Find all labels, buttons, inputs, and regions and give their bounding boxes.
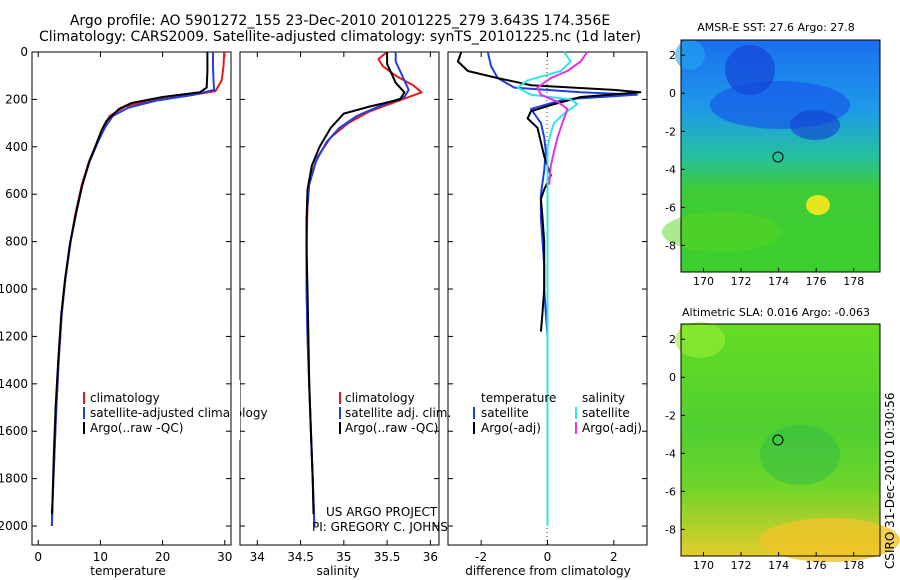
map-y-tick-label: -6: [665, 485, 676, 498]
sst-warm-patch: [790, 110, 840, 140]
map-x-tick-label: 172: [731, 559, 752, 572]
x-tick-label: 2: [610, 550, 618, 564]
legend-label-temp-argo: Argo(-adj): [481, 421, 541, 435]
y-tick-label: 2000: [0, 519, 28, 533]
y-tick-label: 1600: [0, 424, 28, 438]
legend-label-sal-satellite: satellite: [582, 406, 630, 420]
project-label: US ARGO PROJECT: [326, 505, 438, 519]
sst-warm-patch: [725, 45, 775, 95]
difference-panel: -2 0 2 difference from climatology: [447, 51, 648, 578]
legend-label-argo: Argo(..raw -QC): [345, 421, 438, 435]
legend-label-argo: Argo(..raw -QC): [90, 421, 183, 435]
y-tick-label: 800: [5, 235, 28, 249]
series-line-argo-raw-qc-: [50, 52, 209, 515]
sst-green-patch: [662, 212, 782, 252]
y-tick-label: 400: [5, 140, 28, 154]
salinity-panel: 34 34.5 35 35.5 36 salinity US ARGO PROJECT …: [239, 51, 466, 578]
x-tick-label: 36: [423, 550, 438, 564]
map-y-tick-label: -8: [665, 523, 676, 536]
series-line-temperature-argo-adj-: [456, 51, 642, 332]
sla-field: [681, 324, 880, 556]
map-y-tick-label: 0: [669, 371, 676, 384]
map-y-tick-label: -8: [665, 239, 676, 252]
pi-label: PI: GREGORY C. JOHNSON: [312, 520, 466, 534]
map-y-tick-label: -2: [665, 409, 676, 422]
x-tick-label: 34.5: [287, 550, 314, 564]
map-x-tick-label: 174: [768, 275, 789, 288]
sla-argo-position-marker: [772, 434, 784, 446]
y-tick-label: 0: [20, 45, 28, 59]
legend-label-climatology: climatology: [345, 391, 415, 405]
map-y-tick-label: -4: [665, 447, 676, 460]
x-tick-label: 10: [93, 550, 108, 564]
sla-map-title: Altimetric SLA: 0.016 Argo: -0.063: [682, 306, 870, 319]
x-tick-label: 0: [34, 550, 42, 564]
y-tick-label: 600: [5, 187, 28, 201]
map-y-tick-label: -2: [665, 125, 676, 138]
legend-label-climatology: climatology: [90, 391, 160, 405]
map-y-tick-label: 0: [669, 87, 676, 100]
map-y-tick-label: 2: [669, 49, 676, 62]
x-tick-label: 34: [250, 550, 265, 564]
sla-high-patch: [675, 322, 725, 358]
legend-label-sal-argo: Argo(-adj): [582, 421, 642, 435]
map-x-tick-label: 178: [843, 275, 864, 288]
sst-argo-position-marker: [772, 151, 784, 163]
temperature-plot-frame: [31, 51, 232, 546]
sst-yellow-patch: [806, 195, 830, 215]
temperature-axis-label: temperature: [90, 564, 165, 578]
x-tick-label: 35.5: [374, 550, 401, 564]
map-x-tick-label: 178: [843, 559, 864, 572]
sst-map-title: AMSR-E SST: 27.6 Argo: 27.8: [697, 21, 855, 34]
series-line-salinity-argo-adj-: [536, 51, 589, 185]
salinity-plot-frame: [239, 51, 440, 546]
sst-cool-patch: [675, 40, 705, 70]
map-y-tick-label: -6: [665, 201, 676, 214]
series-line-salinity-satellite: [516, 51, 579, 526]
legend-label-satellite: satellite adj. clim.: [345, 406, 451, 420]
y-tick-label: 1400: [0, 377, 28, 391]
sla-low-patch: [760, 425, 840, 485]
legend-overflow-mask: [231, 380, 240, 440]
difference-axis-label: difference from climatology: [465, 564, 631, 578]
y-tick-label: 1200: [0, 329, 28, 343]
y-tick-label: 200: [5, 92, 28, 106]
x-tick-label: 35: [336, 550, 351, 564]
map-y-tick-label: -4: [665, 163, 676, 176]
legend-title-temperature: temperature: [481, 391, 556, 405]
difference-legend: temperature salinity satellite Argo(-adj…: [473, 391, 642, 435]
x-tick-label: 0: [544, 550, 552, 564]
figure-title-line2: Climatology: CARS2009. Satellite-adjuste…: [38, 29, 642, 45]
legend-label-satellite-adjusted: satellite-adjusted climatology: [90, 406, 268, 420]
legend-label-temp-satellite: satellite: [481, 406, 529, 420]
sla-map: Altimetric SLA: 0.016 Argo: -0.063 170 17…: [665, 306, 900, 572]
series-line-argo-raw-qc-: [305, 52, 406, 515]
legend-title-salinity: salinity: [582, 391, 625, 405]
map-y-tick-label: 2: [669, 333, 676, 346]
sst-map: AMSR-E SST: 27.6 Argo: 27.8 170 172 174 176…: [662, 21, 881, 288]
temperature-legend: climatology satellite-adjusted climatolo…: [83, 52, 268, 545]
y-tick-label: 1000: [0, 282, 28, 296]
y-tick-label: 1800: [0, 472, 28, 486]
map-x-tick-label: 176: [806, 559, 827, 572]
map-x-tick-label: 170: [693, 559, 714, 572]
figure-title-line1: Argo profile: AO 5901272_155 23-Dec-2010…: [69, 13, 611, 29]
salinity-axis-label: salinity: [316, 564, 359, 578]
x-tick-label: 20: [155, 550, 170, 564]
sst-map-frame: [680, 39, 881, 273]
temperature-panel: 0 10 20 30 0 200 400 600 800 1000 1200 1400 1600 1800…: [0, 45, 232, 578]
x-tick-label: 30: [217, 550, 232, 564]
salinity-legend: climatology satellite adj. clim. Argo(..…: [339, 391, 451, 435]
map-x-tick-label: 176: [806, 275, 827, 288]
x-tick-label: -2: [475, 550, 487, 564]
map-x-tick-label: 174: [768, 559, 789, 572]
map-x-tick-label: 172: [731, 275, 752, 288]
map-x-tick-label: 170: [693, 275, 714, 288]
credit-timestamp: CSIRO 31-Dec-2010 10:30:56: [883, 392, 897, 569]
sla-map-frame: [680, 323, 881, 557]
sla-high-patch: [760, 518, 900, 562]
